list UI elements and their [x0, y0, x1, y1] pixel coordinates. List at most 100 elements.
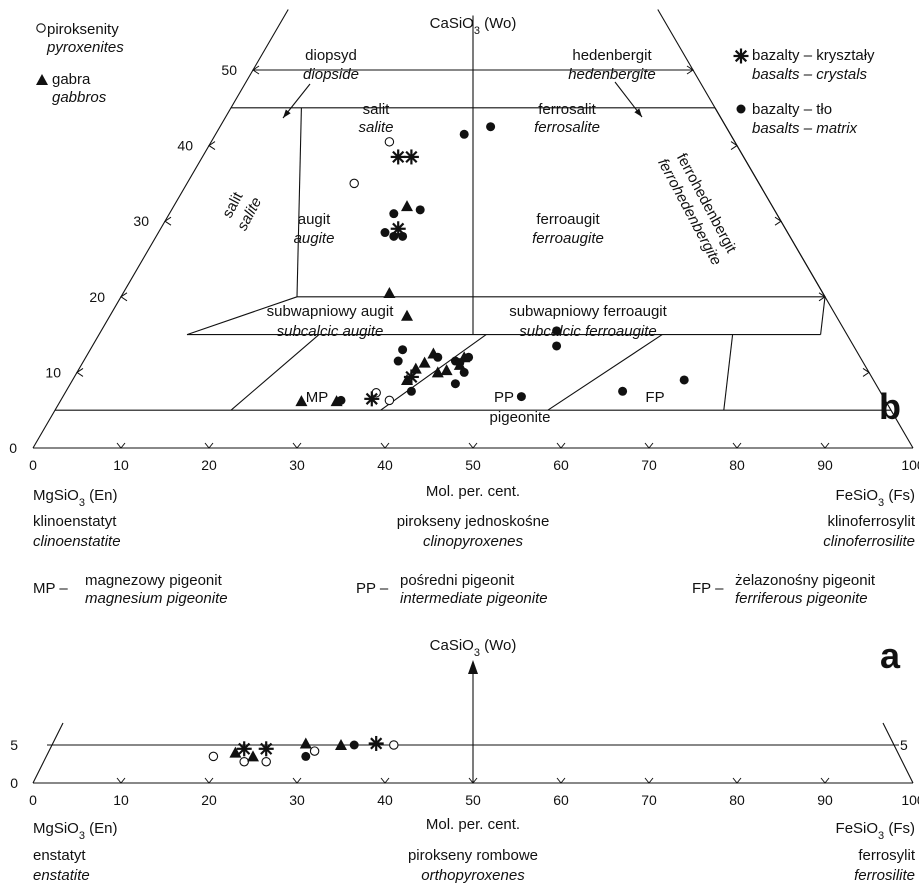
frame-left-side [32, 9, 289, 449]
panel-b: CaSiO3 (Wo) 0102030405060708090100010203… [9, 9, 919, 550]
b-point-0-0 [384, 137, 395, 147]
a-point-0-2 [261, 756, 271, 767]
tick-label-x-90: 90 [817, 457, 833, 473]
a-left-side [32, 722, 64, 784]
legend-gabbros-pl: gabra [52, 71, 91, 88]
a-center-arrow-head [468, 660, 478, 674]
field-fp: FP [645, 389, 664, 406]
a-tick-mark-x-70 [644, 777, 654, 784]
b-point-1-9 [431, 366, 444, 378]
panel-b-right-name-pl: klinoferrosylit [827, 513, 915, 530]
field-diopside-en: diopside [303, 66, 359, 83]
panel-a-points [208, 735, 399, 767]
panel-b-points [295, 122, 689, 407]
field-salite-side: salit salite [219, 189, 265, 234]
abbr-mp-en: magnesium pigeonite [85, 590, 228, 607]
tick-label-x-100: 100 [901, 457, 919, 473]
a-point-1-0 [229, 746, 242, 758]
legend-basalt-crystals-en: basalts – crystals [752, 66, 868, 83]
a-tick-mark-x-80 [732, 777, 742, 784]
field-hedenbergite-en: hedenbergite [568, 66, 656, 83]
tick-label-x-10: 10 [113, 457, 129, 473]
field-hedenbergite-pl: hedenbergit [572, 47, 652, 64]
a-point-1-3 [335, 739, 347, 750]
a-tick-label-right-5: 5 [900, 737, 908, 753]
boundary-mp-pp [380, 334, 487, 411]
boundary-pp-fp-b [723, 334, 734, 411]
b-point-0-3 [384, 395, 395, 406]
field-pp: PP [494, 389, 514, 406]
b-point-1-10 [440, 364, 453, 376]
b-point-3-6 [398, 231, 408, 241]
b-point-1-5 [401, 373, 413, 385]
boundary-pp-fp-a [547, 334, 663, 411]
panel-b-middle-name-pl: pirokseny jednoskośne [397, 513, 550, 530]
abbr-mp-pl: magnezowy pigeonit [85, 572, 223, 589]
panel-letter-b: b [879, 386, 901, 427]
a-tick-mark-x-10 [116, 777, 126, 784]
field-mp: MP [306, 389, 329, 406]
tick-label-x-60: 60 [553, 457, 569, 473]
b-point-1-1 [383, 287, 396, 299]
b-point-1-2 [401, 309, 413, 321]
field-ferroaugite-pl: ferroaugit [536, 211, 600, 228]
svg-text:FeSiO3 (Fs): FeSiO3 (Fs) [836, 820, 915, 842]
b-point-3-7 [336, 395, 346, 405]
b-point-3-18 [552, 326, 562, 336]
tick-mark-right-40 [730, 141, 738, 151]
panel-a: CaSiO3 (Wo) a 0102030405060708090100055 … [10, 635, 919, 884]
a-tick-label-x-70: 70 [641, 792, 657, 808]
tick-mark-x-30 [292, 442, 302, 449]
tick-label-wo-10: 10 [45, 364, 61, 380]
field-subcalcic-augite-en: subcalcic augite [277, 323, 384, 340]
tick-label-x-20: 20 [201, 457, 217, 473]
tick-label-x-0: 0 [29, 457, 37, 473]
b-point-2-3 [403, 369, 419, 385]
tick-mark-wo-10 [76, 367, 84, 377]
panel-a-axis-label: Mol. per. cent. [426, 816, 520, 833]
field-pp-pigeonite: pigeonite [490, 409, 551, 426]
tick-mark-right-30 [774, 216, 782, 226]
tick-mark-x-60 [556, 442, 566, 449]
legend-basalt-crystals-pl: bazalty – kryształy [752, 47, 875, 64]
legend: piroksenity pyroxenites gabra gabbros ba… [36, 21, 875, 137]
a-tick-label-x-40: 40 [377, 792, 393, 808]
svg-text:CaSiO3 (Wo): CaSiO3 (Wo) [430, 637, 517, 659]
b-point-3-17 [516, 392, 526, 402]
field-subcalcic-ferroaugite-pl: subwapniowy ferroaugit [509, 303, 667, 320]
field-subcalcic-ferroaugite-en: subcalcic ferroaugite [519, 323, 657, 340]
a-point-0-1 [239, 756, 249, 767]
b-point-3-13 [464, 352, 474, 362]
tick-mark-x-70 [644, 442, 654, 449]
boundary-mp-left [230, 334, 320, 411]
a-point-3-0 [301, 751, 311, 761]
tick-mark-wo-40 [208, 141, 216, 151]
b-point-3-19 [552, 341, 562, 351]
panel-b-ticks: 0 10 20 30 40 50 60 70 80 90 100 0 10 20 30 40 50 [9, 62, 919, 473]
panel-b-right-name-en: clinoferrosilite [823, 533, 915, 550]
panel-b-axis-right-end: FeSiO3 (Fs) [836, 487, 915, 509]
abbr-mp-code: MP – [33, 580, 68, 597]
b-point-3-21 [679, 375, 689, 385]
legend-markers [36, 23, 749, 114]
legend-basalt-matrix-pl: bazalty – tło [752, 101, 832, 118]
tick-mark-right-50 [686, 65, 694, 75]
b-point-1-3 [295, 395, 308, 407]
b-point-2-1 [403, 149, 419, 165]
a-tick-mark-x-90 [820, 777, 830, 784]
tick-mark-x-10 [116, 442, 126, 449]
svg-text:FeSiO3 (Fs): FeSiO3 (Fs) [836, 487, 915, 509]
panel-b-left-name-en: clinoenstatite [33, 533, 121, 550]
panel-letter-a: a [880, 635, 901, 676]
tick-mark-wo-50 [252, 65, 260, 75]
b-point-3-5 [389, 231, 399, 241]
tick-mark-wo-20 [120, 292, 128, 302]
a-tick-mark-x-50 [468, 777, 478, 784]
tick-label-wo-20: 20 [89, 289, 105, 305]
legend-basalt-matrix-en: basalts – matrix [752, 120, 858, 137]
a-point-2-2 [368, 735, 384, 751]
abbr-pp-pl: pośredni pigeonit [400, 572, 515, 589]
tick-label-x-40: 40 [377, 457, 393, 473]
a-tick-label-wo-5: 5 [10, 737, 18, 753]
